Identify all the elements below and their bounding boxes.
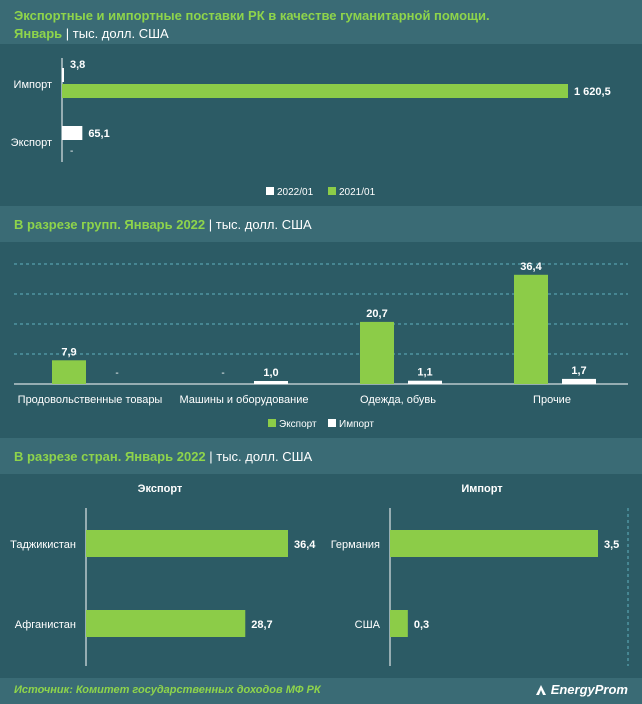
chart3-category-label: Афганистан <box>15 619 76 631</box>
chart2-category-label: Одежда, обувь <box>360 394 436 406</box>
chart2-bar <box>514 274 548 384</box>
chart1-value-label: 3,8 <box>70 59 85 71</box>
chart3-bar <box>86 610 246 637</box>
chart2-legend-swatch <box>268 419 276 427</box>
chart2-value-label: 1,0 <box>263 367 278 379</box>
section3-unit: | тыс. долл. США <box>205 449 313 464</box>
chart1-svg: Импорт 3,8 1 620,5 Экспорт 65,1 - 2022/01 2021/… <box>11 58 611 198</box>
chart3-value-label: 3,5 <box>604 539 619 551</box>
chart3-category-label: Таджикистан <box>10 539 76 551</box>
chart1-category-label: Импорт <box>14 79 52 91</box>
section1-title: Экспортные и импортные поставки РК в кач… <box>14 8 490 23</box>
chart1-legend-swatch <box>328 187 336 195</box>
chart3-value-label: 28,7 <box>251 619 272 631</box>
chart2-svg: Продовольственные товары 7,9 - Машины и обо… <box>14 261 628 430</box>
chart1-bar <box>62 84 568 98</box>
section1-unit: | тыс. долл. США <box>62 26 169 41</box>
chart3-value-label: 36,4 <box>294 539 316 551</box>
section1-subtitle: Январь | тыс. долл. США <box>14 26 169 41</box>
chart3-svg: Экспорт Таджикистан 36,4 Афганистан 28,7 Импо… <box>10 483 629 666</box>
brand-name: EnergyProm <box>550 682 628 697</box>
chart3-bar <box>86 530 288 557</box>
chart2-bar <box>562 378 596 384</box>
chart1-value-label: - <box>70 146 73 157</box>
chart1-value-label: 1 620,5 <box>574 86 611 98</box>
brand-icon <box>535 684 546 695</box>
chart3-category-label: Германия <box>331 539 380 551</box>
chart3-panel-title: Импорт <box>461 483 503 495</box>
chart2-value-label: 20,7 <box>366 308 387 320</box>
chart3-bar <box>390 610 408 637</box>
section2-unit: | тыс. долл. США <box>205 217 312 232</box>
brand-logo: EnergyProm <box>534 682 628 697</box>
footer: Источник: Комитет государственных доходо… <box>0 678 642 704</box>
chart1-bar <box>62 68 64 82</box>
chart2-legend-label: Экспорт <box>279 419 317 430</box>
chart2-value-label: 7,9 <box>61 346 76 358</box>
chart2-legend-swatch <box>328 419 336 427</box>
chart2-bar <box>360 321 394 384</box>
chart1-legend-label: 2021/01 <box>339 187 376 198</box>
chart2-category-label: Продовольственные товары <box>18 394 163 406</box>
chart3-bar <box>390 530 598 557</box>
chart3-panel: Экспорт Таджикистан 36,4 Афганистан 28,7 Импо… <box>0 474 642 678</box>
chart3-category-label: США <box>355 619 381 631</box>
chart1-value-label: 65,1 <box>88 128 109 140</box>
section3-title: В разрезе стран. Январь 2022 | тыс. долл… <box>14 449 312 464</box>
chart1-panel: Импорт 3,8 1 620,5 Экспорт 65,1 - 2022/01 2021/… <box>0 44 642 206</box>
chart1-category-label: Экспорт <box>11 137 52 149</box>
chart1-legend-label: 2022/01 <box>277 187 314 198</box>
chart2-bar <box>408 380 442 384</box>
chart2-bar <box>254 381 288 384</box>
chart2-value-label: 1,1 <box>417 367 432 379</box>
chart2-bar <box>52 360 86 384</box>
chart3-value-label: 0,3 <box>414 619 429 631</box>
chart2-legend-label: Импорт <box>339 419 374 430</box>
chart2-panel: Продовольственные товары 7,9 - Машины и обо… <box>0 242 642 438</box>
chart1-bar <box>62 126 83 140</box>
section1-period: Январь <box>14 26 63 41</box>
chart3-panel-title: Экспорт <box>138 483 183 495</box>
section2-title-bold: В разрезе групп. Январь 2022 <box>14 217 206 232</box>
chart1-legend-swatch <box>266 187 274 195</box>
chart2-category-label: Машины и оборудование <box>180 394 309 406</box>
section1-header: Экспортные и импортные поставки РК в кач… <box>0 0 642 44</box>
section2-title: В разрезе групп. Январь 2022 | тыс. долл… <box>14 217 312 232</box>
chart2-value-label: - <box>221 368 224 379</box>
section2-header: В разрезе групп. Январь 2022 | тыс. долл… <box>0 206 642 242</box>
chart2-value-label: - <box>115 368 118 379</box>
chart2-value-label: 1,7 <box>571 365 586 377</box>
chart2-category-label: Прочие <box>533 394 571 406</box>
chart2-value-label: 36,4 <box>520 261 542 273</box>
source-text: Источник: Комитет государственных доходо… <box>14 684 321 696</box>
section3-title-bold: В разрезе стран. Январь 2022 <box>14 449 206 464</box>
section3-header: В разрезе стран. Январь 2022 | тыс. долл… <box>0 438 642 474</box>
